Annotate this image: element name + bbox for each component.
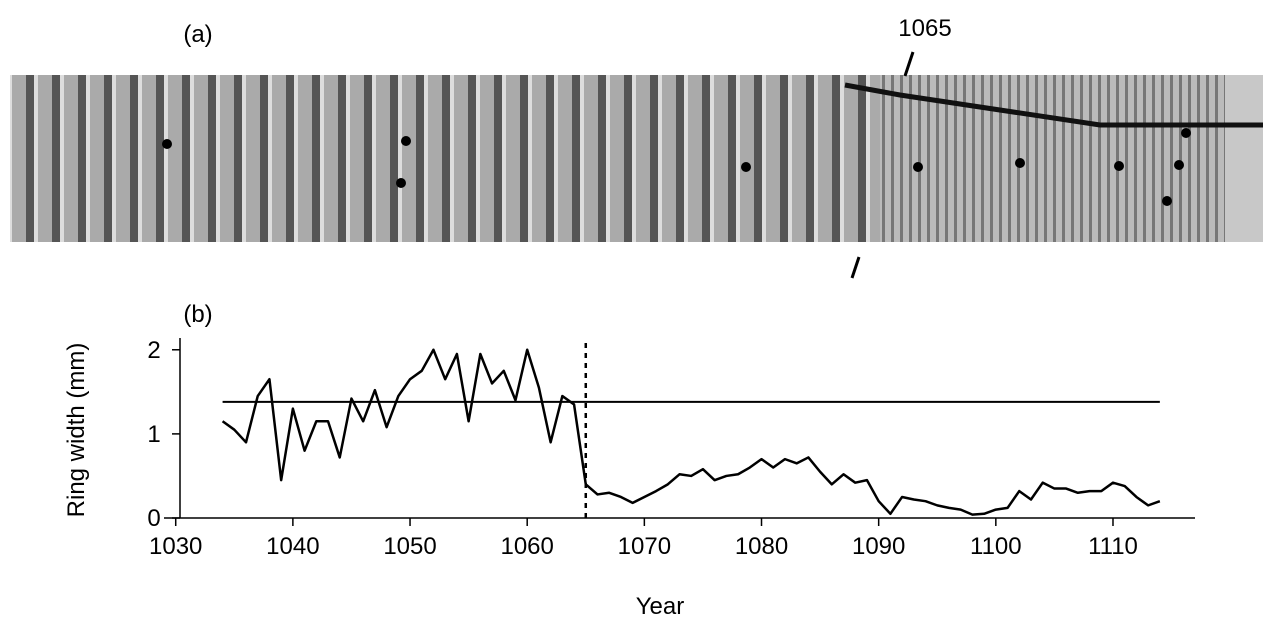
x-tick-label: 1060 xyxy=(500,533,553,560)
y-tick-label: 1 xyxy=(147,421,160,448)
panel-label: (a) xyxy=(183,21,212,48)
x-tick-label: 1030 xyxy=(149,533,202,560)
y-tick-label: 2 xyxy=(147,337,160,364)
x-axis-label: Year xyxy=(636,593,685,620)
x-tick-label: 1040 xyxy=(266,533,319,560)
panel-label: (b) xyxy=(183,301,212,328)
x-tick-label: 1070 xyxy=(618,533,671,560)
data-line xyxy=(221,348,1161,516)
ring-photo xyxy=(10,51,1263,279)
x-tick-label: 1050 xyxy=(383,533,436,560)
y-tick-label: 0 xyxy=(147,505,160,532)
y-axis-label: Ring width (mm) xyxy=(63,343,90,518)
x-tick-label: 1100 xyxy=(970,533,1022,560)
x-tick-label: 1090 xyxy=(852,533,905,560)
annotation: 1065 xyxy=(898,15,951,42)
x-tick-label: 1080 xyxy=(735,533,788,560)
x-tick-label: 1110 xyxy=(1088,533,1138,560)
